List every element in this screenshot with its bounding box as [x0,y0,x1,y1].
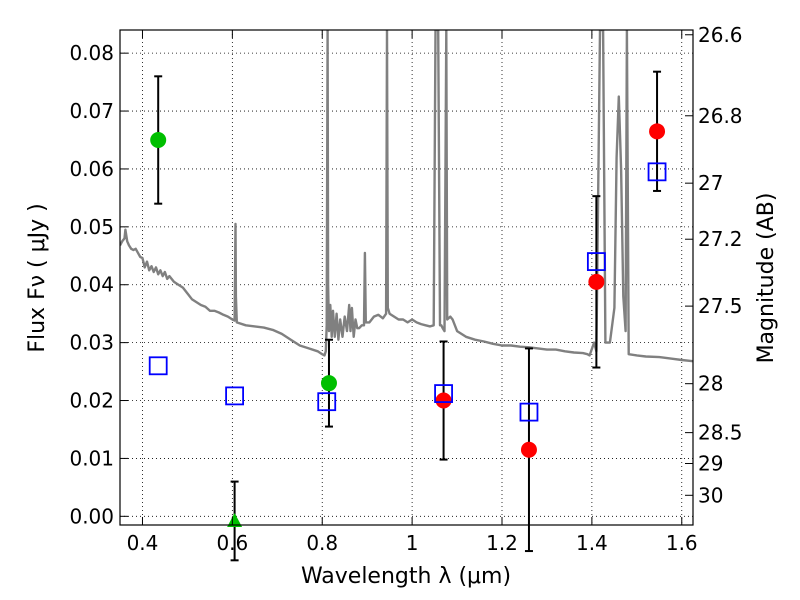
y2-tick-label: 30 [698,483,723,507]
model-point [647,162,667,182]
y2-tick-label: 27 [698,171,723,195]
y2-tick-label: 26.6 [698,23,743,47]
plot-area [120,30,693,525]
model-point [148,356,168,376]
y-axis-title: Flux Fν ( μJy ) [25,203,50,352]
x-tick-label: 1.6 [666,531,698,555]
y-tick-label: 0.05 [69,215,114,239]
y2-tick-label: 27.5 [698,294,743,318]
y2-tick-label: 28 [698,372,723,396]
data-point [435,392,452,409]
y-tick-label: 0.00 [69,504,114,528]
model-point [586,252,606,271]
y-tick-label: 0.08 [69,41,114,65]
x-axis-title: Wavelength λ (μm) [301,564,511,589]
x-tick-label: 1 [406,531,419,555]
grid-lines [120,30,693,525]
x-tick-label: 0.8 [306,531,338,555]
spectrum-line [120,30,693,363]
model-point [317,392,337,412]
y2-tick-label: 28.5 [698,421,743,445]
x-tick-label: 1.2 [486,531,518,555]
plot-frame [119,29,694,526]
data-point [520,441,537,458]
marker-layer [148,70,667,562]
y2-tick-label: 26.8 [698,104,743,128]
y-tick-label: 0.04 [69,273,114,297]
model-point [519,402,539,422]
y-tick-label: 0.01 [69,446,114,470]
y2-tick-label: 27.2 [698,227,743,251]
y-tick-label: 0.06 [69,157,114,181]
data-point [588,273,605,290]
model-point [225,386,245,406]
y2-axis-title: Magnitude (AB) [754,193,779,364]
y-tick-label: 0.07 [69,99,114,123]
data-point [150,132,167,148]
y-tick-label: 0.03 [69,331,114,355]
model-point [434,384,453,403]
x-tick-label: 0.4 [127,531,159,555]
plot-layer [120,30,693,363]
y-tick-label: 0.02 [69,389,114,413]
axis-ticks: 0.4 0.6 0.8 1 1.2 1.4 1.6 0.00 0.01 0.02 0.03 0.04 0… [69,23,742,555]
x-tick-label: 0.6 [216,531,248,555]
data-point [320,375,337,392]
data-point-triangle [227,512,243,527]
y2-tick-label: 29 [698,452,723,476]
x-tick-label: 1.4 [576,531,608,555]
data-point [649,123,666,140]
